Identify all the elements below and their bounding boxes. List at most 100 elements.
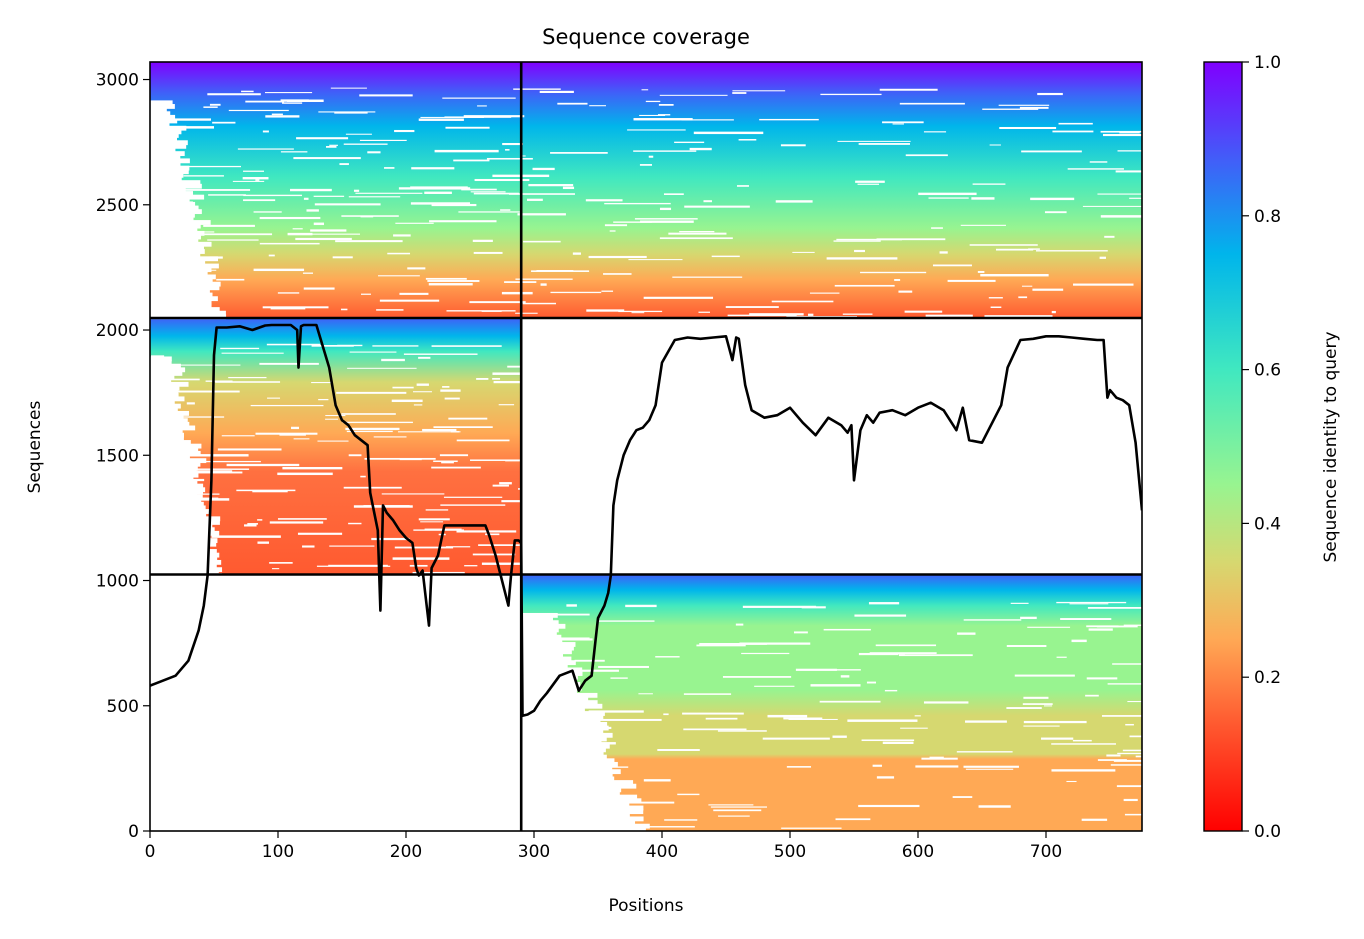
coverage-block-2 (521, 62, 1142, 318)
gap-streak (150, 414, 184, 420)
gap-streak (150, 465, 198, 471)
gap-streak (657, 114, 671, 116)
gap-streak (781, 827, 842, 829)
gap-streak (869, 652, 937, 655)
coverage-line-group (150, 323, 1142, 718)
gap-streak (348, 454, 362, 457)
gap-streak (571, 669, 619, 672)
gap-streak (325, 146, 337, 148)
coverage-heatmap (150, 62, 1142, 831)
gap-streak (1129, 735, 1142, 738)
gap-streak (931, 227, 943, 229)
gap-streak (1104, 235, 1115, 238)
gap-streak (325, 415, 346, 417)
gap-streak (444, 397, 460, 400)
gap-streak (150, 421, 190, 427)
gap-streak (418, 118, 464, 121)
gap-streak (521, 812, 630, 818)
gap-streak (1027, 626, 1071, 628)
gap-streak (540, 283, 547, 286)
gap-streak (303, 287, 335, 290)
gap-streak (956, 751, 1013, 753)
gap-streak (698, 311, 711, 313)
colorbar-tick-label: 0.0 (1254, 822, 1281, 842)
gap-streak (180, 454, 249, 457)
gap-streak (1106, 754, 1121, 757)
gap-streak (163, 478, 205, 482)
x-tick-label: 300 (518, 842, 550, 862)
gap-streak (198, 517, 218, 520)
gap-streak (860, 271, 927, 274)
gap-streak (151, 241, 170, 244)
gap-streak (659, 237, 733, 240)
gap-streak (335, 240, 403, 243)
gap-streak (899, 102, 965, 105)
gap-streak (343, 143, 388, 145)
x-tick-label: 0 (145, 842, 156, 862)
gap-streak (1110, 764, 1142, 766)
gap-streak (1014, 674, 1075, 677)
gap-streak (914, 715, 921, 717)
gap-streak (150, 194, 205, 200)
gap-streak (1071, 639, 1087, 643)
gap-streak (360, 475, 366, 478)
gap-streak (882, 121, 924, 124)
gap-streak (681, 119, 734, 121)
gap-streak (150, 407, 178, 413)
gap-streak (965, 768, 1014, 770)
gap-streak (177, 390, 240, 393)
gap-streak (657, 748, 700, 751)
gap-streak (150, 356, 172, 362)
gap-streak (243, 170, 265, 172)
gap-streak (879, 88, 938, 91)
gap-streak (515, 278, 573, 280)
gap-streak (150, 432, 184, 438)
gap-streak (1086, 625, 1119, 628)
gap-streak (521, 667, 583, 673)
gap-streak (521, 652, 564, 658)
gap-streak (982, 108, 1039, 110)
gap-streak (493, 380, 564, 384)
gap-streak (228, 376, 267, 379)
gap-streak (203, 224, 255, 227)
gap-streak (150, 267, 212, 273)
gap-streak (588, 255, 647, 259)
gap-streak (521, 721, 608, 727)
gap-streak (277, 518, 327, 520)
gap-streak (1058, 122, 1093, 125)
gap-streak (341, 413, 396, 415)
gap-streak (262, 130, 269, 133)
gap-streak (521, 761, 618, 767)
gap-streak (329, 144, 338, 146)
gap-streak (392, 557, 450, 560)
gap-streak (521, 671, 583, 676)
gap-streak (150, 400, 175, 405)
gap-streak (150, 567, 223, 573)
y-axis-label: Sequences (25, 401, 45, 494)
gap-streak (431, 466, 481, 469)
gap-streak (150, 114, 176, 120)
gap-streak (150, 220, 211, 225)
gap-streak (433, 460, 458, 463)
gap-streak (732, 90, 786, 92)
gap-streak (1023, 696, 1049, 699)
gap-streak (643, 296, 714, 299)
gap-streak (153, 571, 176, 574)
gap-streak (150, 450, 201, 456)
gap-streak (634, 218, 698, 220)
gap-streak (183, 493, 220, 495)
gap-streak (522, 729, 593, 731)
gap-streak (237, 148, 294, 150)
gap-streak (392, 386, 414, 389)
gap-streak (498, 404, 515, 406)
gap-streak (150, 285, 220, 291)
gap-streak (150, 151, 185, 157)
colorbar-tick-label: 0.8 (1254, 207, 1281, 227)
gap-streak (310, 229, 347, 232)
gap-streak (478, 544, 533, 546)
gap-streak (290, 188, 332, 192)
gap-streak (521, 656, 572, 662)
gap-streak (150, 143, 187, 149)
gap-streak (367, 151, 381, 154)
gap-streak (1089, 161, 1108, 163)
